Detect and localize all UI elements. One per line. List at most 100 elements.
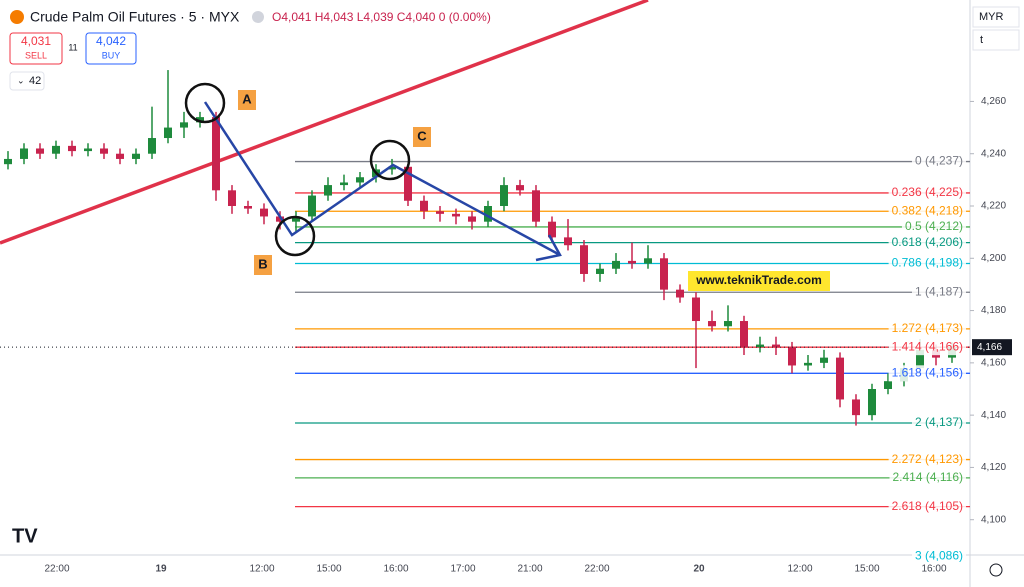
fib-label-bg (888, 203, 966, 220)
unit-box[interactable] (972, 29, 1020, 51)
candle-body (740, 321, 748, 348)
y-tick-label: 4,220 (981, 201, 1006, 212)
candle-body (868, 388, 876, 416)
fib-label: 1.272 (4,173) (892, 321, 963, 335)
y-tick-label: 4,260 (981, 96, 1006, 107)
trend-line (0, 0, 649, 245)
currency-box[interactable] (972, 6, 1020, 28)
candle-body (292, 216, 300, 222)
buy-price: 4,042 (96, 34, 126, 48)
sell-label: SELL (25, 50, 47, 60)
pivot-label-bg (413, 127, 431, 147)
fib-label: 3 (4,086) (915, 548, 963, 562)
candle-body (628, 260, 636, 264)
candle-body (116, 153, 124, 159)
fib-label: 0.236 (4,225) (892, 185, 963, 199)
candle-body (820, 357, 828, 363)
fib-label: 0 (4,237) (915, 154, 963, 168)
buy-button[interactable] (85, 32, 137, 65)
candle-body (692, 297, 700, 322)
fib-label: 1 (4,187) (915, 284, 963, 298)
x-tick-label: 15:00 (316, 564, 341, 575)
candle-body (148, 138, 156, 154)
x-tick-label: 22:00 (584, 564, 609, 575)
candle-body (196, 117, 204, 123)
eye-icon[interactable] (252, 11, 264, 23)
y-tick-label: 4,160 (981, 357, 1006, 368)
candle-body (916, 349, 924, 369)
pivot-circle (369, 139, 411, 181)
last-price-box (972, 339, 1012, 356)
symbol-title: Crude Palm Oil Futures · 5 · MYX (30, 9, 240, 25)
watermark-bg (688, 271, 830, 291)
fib-label-bg (888, 255, 966, 272)
candle-body (852, 399, 860, 416)
candle-body (580, 245, 588, 274)
candle-body (4, 158, 12, 165)
candle-body (276, 216, 284, 222)
fib-label-bg (911, 153, 966, 170)
pivot-label: C (417, 128, 427, 143)
candle-body (660, 258, 668, 290)
pivot-label-bg (238, 90, 256, 110)
x-tick-label: 17:00 (450, 564, 475, 575)
candle-body (164, 127, 172, 139)
x-tick-label: 19 (155, 564, 167, 575)
settings-icon[interactable] (989, 563, 1003, 577)
fib-label-bg (911, 548, 966, 565)
y-tick-label: 4,180 (981, 305, 1006, 316)
x-tick-label: 15:00 (854, 564, 879, 575)
candle-body (52, 145, 60, 154)
fib-label: 0.5 (4,212) (905, 219, 963, 233)
candle-body (308, 195, 316, 217)
fib-label: 0.786 (4,198) (892, 256, 963, 270)
x-tick-label: 22:00 (44, 564, 69, 575)
fib-label: 1.618 (4,156) (892, 365, 963, 379)
fib-label-bg (888, 451, 966, 468)
fib-label-bg (911, 284, 966, 301)
spread: 11 (68, 42, 77, 52)
watermark: www.teknikTrade.com (695, 273, 822, 287)
candle-body (228, 190, 236, 207)
pivot-label: B (258, 256, 267, 271)
candle-body (756, 344, 764, 348)
caret: ⌄ (17, 75, 25, 85)
currency: MYR (979, 11, 1004, 23)
sell-price: 4,031 (21, 34, 51, 48)
indicator-toggle[interactable] (9, 71, 45, 91)
candle-body (772, 344, 780, 348)
fib-label-bg (888, 365, 966, 382)
candle-body (388, 166, 396, 170)
candle-body (356, 177, 364, 183)
x-tick-label: 16:00 (383, 564, 408, 575)
fib-label-bg (888, 339, 966, 356)
candle-body (644, 258, 652, 264)
fib-label-bg (888, 320, 966, 337)
candle-body (404, 166, 412, 201)
pivot-label: A (242, 91, 252, 106)
candle-body (676, 289, 684, 298)
x-tick-label: 21:00 (517, 564, 542, 575)
pivot-circle (274, 215, 316, 257)
candle-body (68, 145, 76, 152)
x-tick-label: 12:00 (787, 564, 812, 575)
candle-body (100, 148, 108, 154)
candle-body (84, 148, 92, 152)
sell-button[interactable] (9, 32, 63, 65)
fib-label-bg (888, 234, 966, 251)
overlay: Crude Palm Oil Futures · 5 · MYX O4,041 … (9, 6, 1020, 577)
candle-body (708, 321, 716, 327)
ohlc: O4,041 H4,043 L4,039 C4,040 0 (0.00%) (272, 10, 491, 24)
fib-label: 2.272 (4,123) (892, 452, 963, 466)
candle-body (260, 208, 268, 217)
candle-body (532, 190, 540, 222)
candle-body (36, 148, 44, 154)
y-tick-label: 4,120 (981, 462, 1006, 473)
candle-body (564, 237, 572, 246)
x-tick-label: 16:00 (921, 564, 946, 575)
candle-body (484, 206, 492, 222)
candle-body (804, 362, 812, 366)
y-tick-label: 4,140 (981, 410, 1006, 421)
